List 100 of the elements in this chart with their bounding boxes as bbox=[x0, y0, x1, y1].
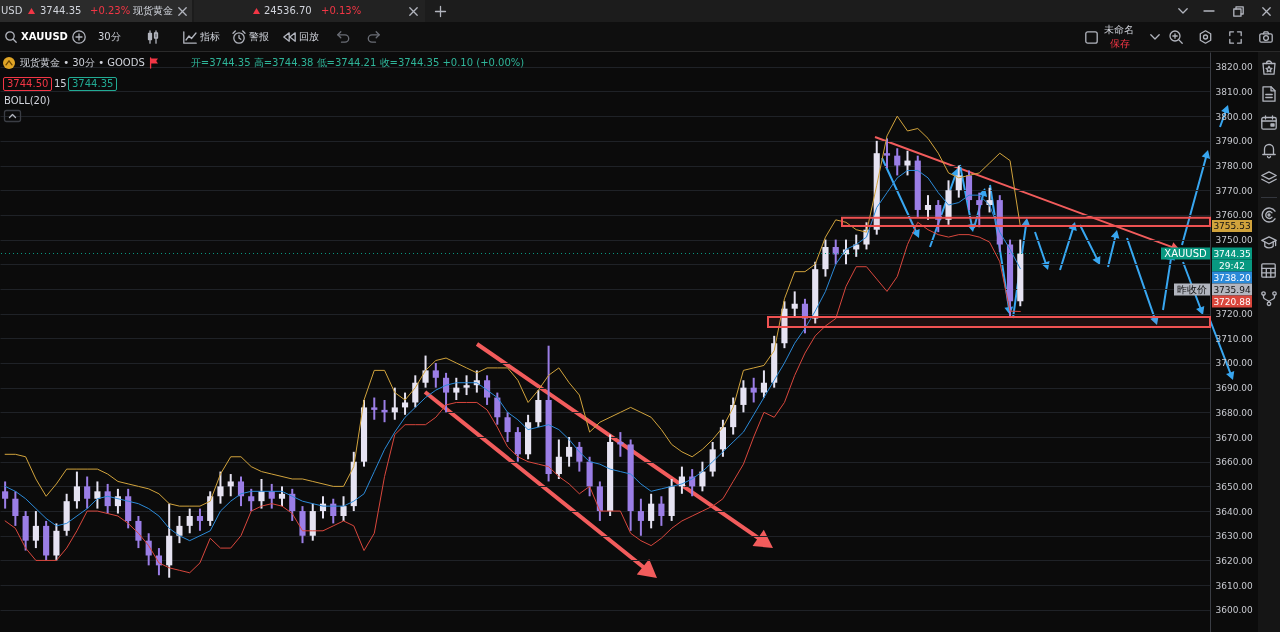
annotation: 昨收价 bbox=[1177, 284, 1207, 296]
text: 30分 bbox=[98, 31, 121, 43]
text: 现货黄金 bbox=[133, 5, 173, 17]
y-tick-label: 3670.00 bbox=[1215, 432, 1253, 443]
candlestick bbox=[94, 480, 101, 510]
candlestick bbox=[258, 477, 265, 510]
candlestick bbox=[658, 495, 665, 527]
y-tick-label: 3790.00 bbox=[1215, 136, 1253, 147]
y-tick-label: 3760.00 bbox=[1215, 210, 1253, 221]
chart-title: 现货黄金 • 30分 • GOODS bbox=[20, 57, 145, 69]
y-tick-label: 3720.00 bbox=[1215, 309, 1253, 320]
candlestick bbox=[227, 473, 234, 498]
candlestick bbox=[217, 470, 224, 505]
y-tick-label: 3780.00 bbox=[1215, 161, 1253, 172]
line-series bbox=[4, 115, 1021, 507]
text: XAUUSD bbox=[21, 31, 68, 43]
y-tick-label: 3750.00 bbox=[1215, 235, 1253, 246]
candlestick bbox=[883, 137, 891, 169]
candlestick bbox=[976, 191, 983, 229]
annotation: BOLL(20) bbox=[4, 95, 51, 107]
candlestick bbox=[986, 186, 993, 214]
annotation: 15 bbox=[54, 78, 67, 90]
candlestick bbox=[801, 297, 809, 335]
candlestick bbox=[740, 379, 747, 414]
text: +0.23% bbox=[90, 5, 131, 17]
candlestick bbox=[340, 495, 347, 522]
ref-line-label: XAUUSD bbox=[1164, 248, 1207, 260]
text: 警报 bbox=[249, 31, 269, 43]
y-tick-label: 3610.00 bbox=[1215, 580, 1253, 591]
candlestick bbox=[104, 482, 111, 515]
candlestick bbox=[248, 487, 255, 513]
candlestick bbox=[555, 438, 562, 480]
candlestick bbox=[32, 510, 39, 550]
y-tick-label: 3690.00 bbox=[1215, 383, 1253, 394]
candlestick bbox=[432, 361, 439, 389]
y-tick-label: 3660.00 bbox=[1215, 457, 1253, 468]
candlestick bbox=[442, 371, 450, 414]
text: 3720.88 bbox=[1213, 297, 1251, 308]
candlestick bbox=[760, 369, 768, 399]
y-tick-label: 3680.00 bbox=[1215, 407, 1253, 418]
text: 指标 bbox=[200, 31, 220, 43]
y-tick-label: 3770.00 bbox=[1215, 185, 1253, 196]
candlestick bbox=[955, 164, 962, 199]
candlestick bbox=[453, 376, 460, 401]
y-tick-label: 3630.00 bbox=[1215, 531, 1253, 542]
candlestick bbox=[924, 194, 932, 221]
candlestick bbox=[791, 290, 798, 318]
annotation: 3744.35 bbox=[68, 77, 118, 91]
candlestick bbox=[73, 470, 80, 510]
candlestick bbox=[637, 497, 644, 537]
candlestick bbox=[401, 391, 409, 416]
candlestick bbox=[935, 199, 942, 234]
candlestick bbox=[750, 376, 757, 404]
candlestick bbox=[494, 391, 501, 426]
candlestick bbox=[84, 475, 91, 510]
text: 3755.53 bbox=[1213, 221, 1251, 232]
candlestick bbox=[2, 480, 9, 510]
y-tick-label: 3620.00 bbox=[1215, 555, 1253, 566]
candlestick bbox=[894, 147, 901, 177]
candlestick bbox=[422, 354, 429, 389]
text: 未命名 bbox=[1104, 24, 1134, 36]
candlestick bbox=[566, 436, 573, 468]
candlestick bbox=[463, 374, 470, 397]
chart-subtitle: 开=3744.35 高=3744.38 低=3744.21 收=3744.35 +0.10 (+0.00%) bbox=[190, 57, 525, 69]
text: USD bbox=[1, 5, 23, 17]
y-tick-label: 3600.00 bbox=[1215, 605, 1253, 616]
candlestick bbox=[371, 396, 378, 421]
text: 29:42 bbox=[1219, 261, 1245, 272]
y-tick-label: 3810.00 bbox=[1215, 86, 1253, 97]
candlestick bbox=[196, 507, 204, 532]
text: 保存 bbox=[1110, 38, 1130, 50]
text: 24536.70 bbox=[264, 5, 312, 17]
y-tick-label: 3640.00 bbox=[1215, 506, 1253, 517]
text: 3744.35 bbox=[1213, 249, 1251, 260]
candlestick bbox=[268, 482, 275, 510]
text: 3735.94 bbox=[1213, 285, 1251, 296]
y-tick-label: 3820.00 bbox=[1215, 62, 1253, 73]
candlestick bbox=[514, 426, 521, 463]
candlestick bbox=[648, 492, 655, 530]
candlestick bbox=[391, 386, 398, 421]
candlestick bbox=[484, 374, 491, 406]
candlestick bbox=[504, 411, 511, 443]
candlestick bbox=[176, 515, 183, 545]
candlestick bbox=[381, 399, 388, 424]
candlestick bbox=[12, 490, 19, 527]
candlestick bbox=[719, 418, 726, 458]
candlestick bbox=[135, 515, 142, 550]
line-series bbox=[4, 169, 1021, 542]
candlestick bbox=[535, 389, 542, 429]
text: 3738.20 bbox=[1213, 273, 1251, 284]
candlestick bbox=[904, 149, 911, 177]
candlestick bbox=[278, 485, 286, 508]
line-series bbox=[4, 221, 1021, 574]
annotation: 3744.50 bbox=[3, 77, 53, 91]
y-tick-label: 3650.00 bbox=[1215, 481, 1253, 492]
text: 3744.35 bbox=[40, 5, 82, 16]
text: 回放 bbox=[299, 31, 319, 43]
candlestick bbox=[186, 507, 193, 535]
candlestick bbox=[709, 440, 716, 478]
text: +0.13% bbox=[321, 5, 362, 17]
